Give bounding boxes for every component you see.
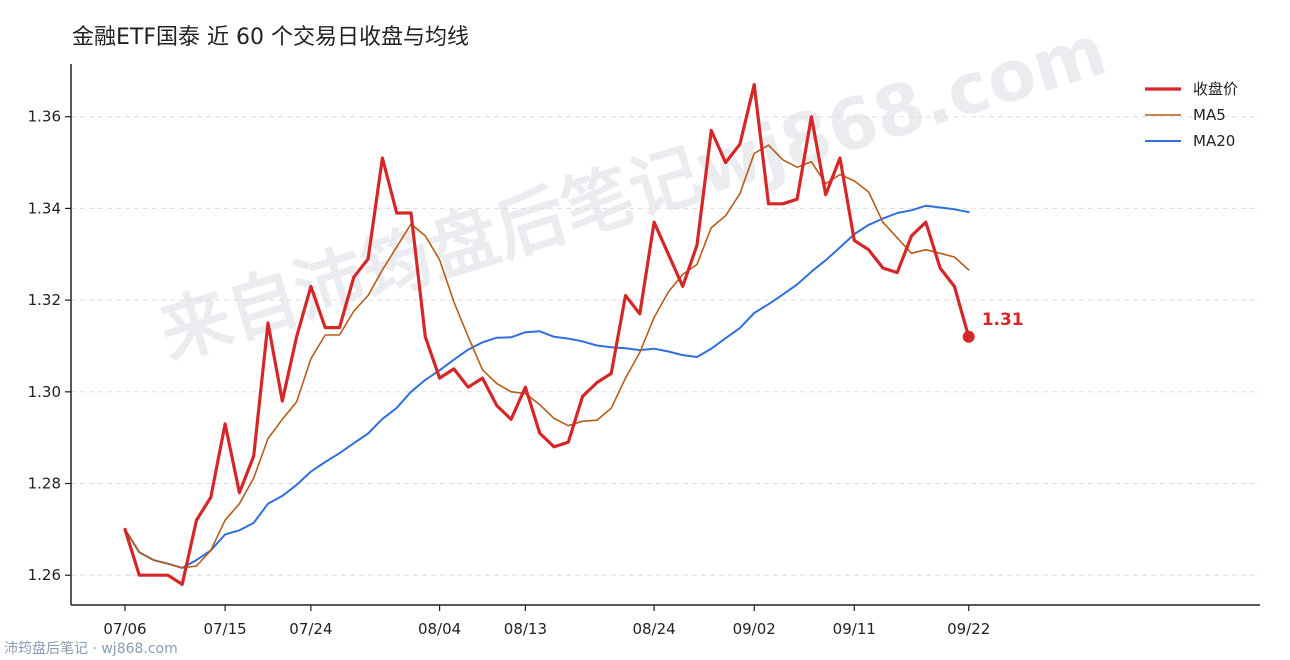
credit-text: 沛筠盘后笔记 · wj868.com (4, 640, 178, 657)
y-tick-label: 1.28 (28, 475, 61, 493)
x-tick-label: 09/22 (947, 620, 990, 638)
y-tick-label: 1.26 (28, 566, 61, 584)
x-tick-label: 08/04 (418, 620, 461, 638)
y-axis-ticks: 1.26 1.28 1.30 1.32 1.34 1.36 (28, 108, 71, 584)
x-tick-label: 08/24 (632, 620, 675, 638)
last-point-marker (962, 330, 975, 343)
series-layer: 1.31 (123, 82, 1024, 587)
x-axis-ticks: 07/06 07/15 07/24 08/04 08/13 08/24 09/02 09/11… (103, 605, 990, 638)
x-tick-label: 09/11 (833, 620, 876, 638)
y-tick-label: 1.34 (28, 199, 61, 217)
series-line-ma5 (124, 144, 970, 569)
y-tick-label: 1.36 (28, 108, 61, 126)
grid-lines (71, 116, 1260, 576)
y-tick-label: 1.32 (28, 291, 61, 309)
watermark: 来自沛筠盘后笔记wj868.com (151, 9, 1116, 375)
x-tick-label: 09/02 (733, 620, 776, 638)
x-tick-label: 08/13 (504, 620, 547, 638)
legend-label-close: 收盘价 (1193, 80, 1238, 98)
x-tick-label: 07/15 (203, 620, 246, 638)
series-line-close (123, 82, 971, 587)
x-tick-label: 07/06 (103, 620, 146, 638)
last-value-label: 1.31 (982, 310, 1024, 330)
y-tick-label: 1.30 (28, 383, 61, 401)
legend: 收盘价 MA5 MA20 (1145, 80, 1238, 150)
legend-label-ma20: MA20 (1193, 132, 1235, 150)
chart-title: 金融ETF国泰 近 60 个交易日收盘与均线 (72, 25, 469, 50)
series-line-ma20 (124, 204, 970, 569)
x-tick-label: 07/24 (289, 620, 332, 638)
legend-label-ma5: MA5 (1193, 106, 1226, 124)
